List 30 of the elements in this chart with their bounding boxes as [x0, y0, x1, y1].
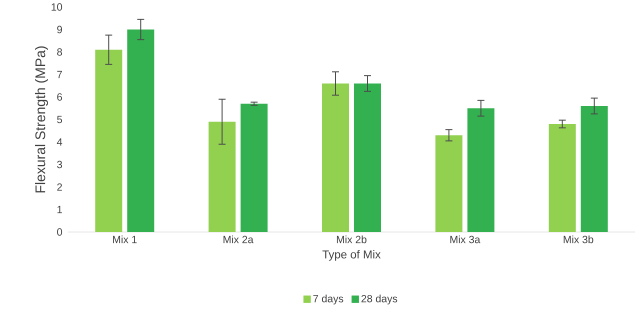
x-tick-label: Mix 1 [113, 236, 137, 244]
bar [580, 106, 608, 232]
bar [240, 104, 268, 232]
y-tick-label: 0 [57, 228, 62, 236]
bar [435, 135, 462, 232]
x-axis-title: Type of Mix [322, 250, 381, 261]
y-tick-label: 1 [57, 206, 62, 214]
y-tick-label: 3 [57, 160, 62, 168]
legend-label: 28 days [361, 294, 398, 304]
y-tick-label: 4 [56, 138, 62, 146]
x-tick-label: Mix 2a [224, 236, 254, 244]
y-axis-title: Flexural Strength (MPa) [34, 46, 48, 192]
bar [208, 122, 236, 232]
bar [548, 124, 576, 232]
y-tick-label: 6 [57, 93, 62, 101]
bar [322, 84, 350, 232]
bar [354, 84, 382, 232]
y-tick-label: 9 [57, 26, 62, 34]
y-tick-label: 10 [52, 3, 62, 11]
y-tick-label: 7 [57, 70, 62, 78]
legend-label: 7 days [313, 294, 344, 304]
bar [467, 108, 494, 232]
x-tick-label: Mix 3b [564, 236, 594, 244]
x-tick-label: Mix 2b [336, 236, 366, 244]
y-tick-label: 2 [57, 183, 62, 191]
y-tick-label: 8 [57, 48, 62, 56]
x-tick-label: Mix 3a [450, 236, 480, 244]
bar [95, 50, 122, 232]
y-tick-label: 5 [57, 116, 62, 124]
bar [127, 29, 154, 232]
